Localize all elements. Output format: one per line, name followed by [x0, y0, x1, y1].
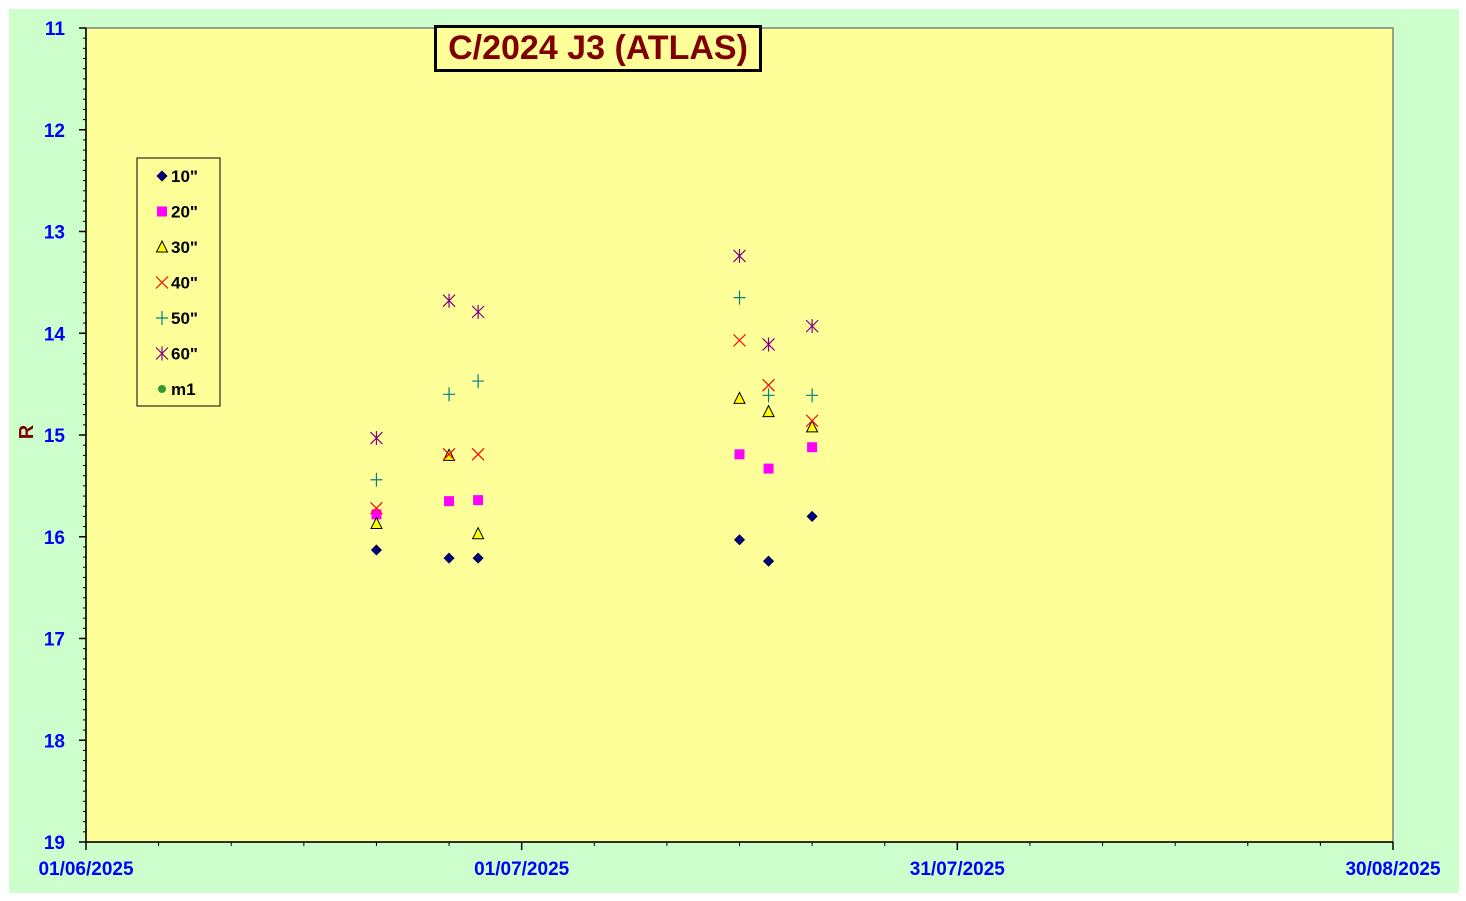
y-tick-labels: 11 12 13 14 15 16 17 18 19 — [44, 19, 66, 854]
data-point — [733, 534, 746, 546]
series-4 — [370, 333, 819, 515]
x-tick-label: 01/07/2025 — [474, 859, 570, 880]
legend-label: 60" — [171, 345, 198, 364]
x-tick-label: 31/07/2025 — [910, 859, 1006, 880]
x-tick-label: 01/06/2025 — [38, 859, 134, 880]
data-point — [733, 333, 746, 347]
data-point — [370, 472, 383, 487]
axes — [79, 27, 1394, 850]
series-2 — [371, 442, 818, 520]
data-point — [805, 319, 819, 334]
legend-box — [136, 157, 221, 407]
data-point — [806, 510, 818, 522]
data-point — [370, 431, 383, 446]
data-point — [733, 391, 746, 404]
legend-marker — [158, 385, 166, 393]
data-point — [762, 555, 775, 567]
legend-marker — [155, 239, 169, 253]
data-point — [444, 496, 455, 507]
data-points — [370, 248, 819, 567]
data-point — [442, 447, 456, 461]
legend-label: 40" — [171, 274, 198, 293]
y-tick-label: 12 — [44, 121, 65, 142]
y-tick-label: 18 — [44, 731, 65, 752]
data-point — [370, 516, 383, 530]
data-point — [763, 463, 774, 474]
y-tick-label: 11 — [45, 19, 66, 40]
x-tick-label: 30/08/2025 — [1345, 859, 1441, 880]
y-axis-title: R — [16, 424, 38, 439]
y-tick-label: 13 — [44, 223, 65, 244]
plot-area — [85, 27, 1394, 843]
x-tick-labels: 01/06/2025 01/07/2025 31/07/2025 30/08/2025 — [38, 859, 1441, 880]
data-point — [762, 388, 775, 403]
data-point — [472, 374, 485, 389]
legend-marker — [155, 276, 169, 289]
data-point — [733, 248, 746, 263]
data-point — [734, 449, 745, 460]
y-tick-label: 17 — [44, 630, 65, 651]
legend-label: 20" — [171, 203, 198, 222]
data-point — [442, 293, 456, 308]
legend-marker — [156, 311, 168, 325]
y-tick-label: 19 — [44, 833, 65, 854]
data-point — [762, 378, 775, 392]
legend-marker — [157, 206, 167, 217]
legend-label: 30" — [171, 238, 198, 257]
data-point — [807, 442, 818, 453]
data-point — [806, 388, 819, 403]
data-point — [473, 495, 484, 506]
data-point — [471, 304, 485, 319]
data-point — [443, 387, 456, 402]
data-point — [762, 337, 775, 352]
y-tick-label: 15 — [44, 426, 66, 447]
data-point — [762, 404, 775, 418]
y-tick-label: 14 — [44, 324, 66, 345]
data-point — [805, 419, 819, 433]
series-1 — [370, 510, 818, 567]
chart-title: C/2024 J3 (ATLAS) — [448, 29, 748, 67]
chart-title-box: C/2024 J3 (ATLAS) — [434, 25, 762, 72]
data-point — [370, 501, 383, 515]
data-point — [805, 414, 819, 428]
data-point — [371, 509, 382, 520]
data-point — [733, 290, 746, 305]
legend: 10" 20" 30" 40" 50" 60" m1 — [136, 157, 221, 407]
legend-marker — [156, 170, 168, 182]
series-6 — [370, 248, 819, 446]
legend-label: m1 — [171, 380, 196, 399]
data-point — [471, 447, 485, 461]
legend-label: 10" — [171, 167, 198, 186]
legend-marker — [155, 346, 169, 361]
data-point — [471, 526, 485, 540]
series-5 — [370, 290, 819, 487]
data-point — [370, 544, 383, 556]
data-point — [443, 552, 455, 564]
legend-label: 50" — [171, 309, 198, 328]
y-tick-label: 16 — [44, 528, 65, 549]
data-point — [472, 552, 484, 564]
